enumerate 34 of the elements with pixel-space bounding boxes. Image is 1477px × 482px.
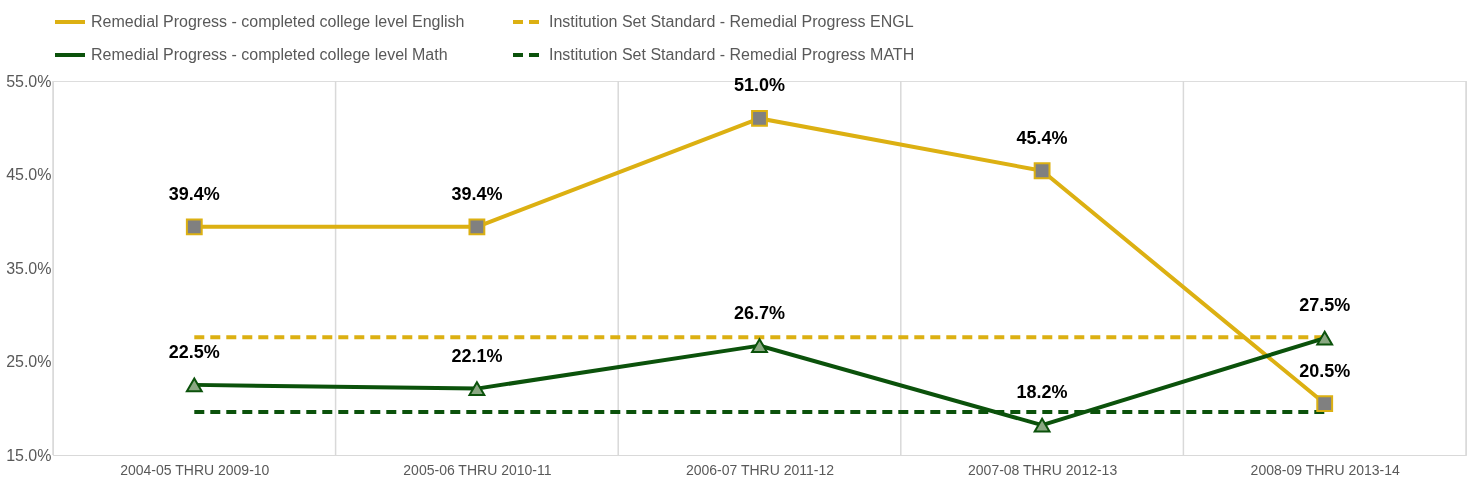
y-tick-label: 45.0% xyxy=(6,166,52,183)
y-tick-label: 15.0% xyxy=(6,446,52,464)
legend-label: Institution Set Standard - Remedial Progress ENGL xyxy=(549,13,914,30)
data-label: 45.4% xyxy=(1016,127,1068,148)
data-label: 51.0% xyxy=(733,75,786,96)
data-label: 26.7% xyxy=(733,302,786,323)
x-tick-label: 2008-09 THRU 2013-14 xyxy=(1250,461,1400,478)
point xyxy=(185,218,203,236)
point xyxy=(185,377,203,393)
y-tick-label: 55.0% xyxy=(6,72,52,90)
data-label: 22.5% xyxy=(168,341,220,362)
x-tick-label: 2004-05 THRU 2009-10 xyxy=(120,461,270,478)
data-label: 22.1% xyxy=(451,345,503,366)
data-label: 27.5% xyxy=(1299,295,1351,316)
x-tick-label: 2005-06 THRU 2010-11 xyxy=(403,461,552,478)
data-label: 18.2% xyxy=(1016,382,1068,403)
point xyxy=(1316,395,1334,412)
point xyxy=(1033,417,1051,433)
point xyxy=(468,218,486,236)
data-label: 39.4% xyxy=(168,183,220,204)
y-tick-label: 35.0% xyxy=(6,259,52,277)
point xyxy=(751,109,768,127)
point xyxy=(468,381,486,397)
point xyxy=(1033,162,1051,180)
x-tick-label: 2006-07 THRU 2011-12 xyxy=(685,461,835,478)
legend-label: Remedial Progress - completed college level English xyxy=(91,13,465,30)
legend-label: Institution Set Standard - Remedial Progress MATH xyxy=(549,46,915,63)
point xyxy=(1316,330,1334,346)
x-tick-label: 2007-08 THRU 2012-13 xyxy=(968,461,1118,478)
data-label: 20.5% xyxy=(1299,360,1351,381)
point xyxy=(751,338,768,354)
legend-label: Remedial Progress - completed college level Math xyxy=(91,46,448,63)
data-label: 39.4% xyxy=(451,183,503,204)
y-tick-label: 25.0% xyxy=(6,353,52,370)
